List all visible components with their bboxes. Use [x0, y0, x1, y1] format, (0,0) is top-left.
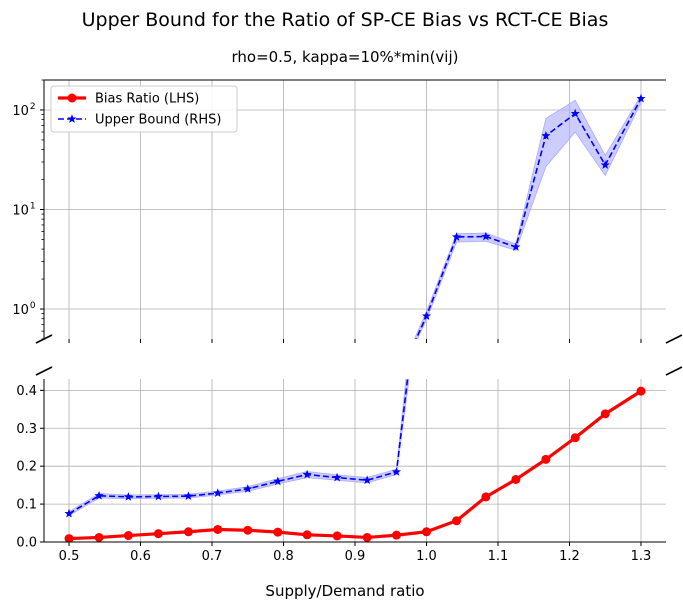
data-point	[302, 469, 312, 479]
x-tick-label: 1.2	[559, 549, 580, 564]
data-point	[452, 516, 462, 526]
break-mark	[35, 366, 53, 376]
y-tick-exponent: 2	[30, 102, 36, 112]
data-point	[362, 475, 372, 485]
data-point	[541, 131, 551, 140]
y-tick-label: 0.3	[16, 422, 37, 437]
y-tick-label: 102	[12, 102, 35, 119]
y-tick-label: 100	[12, 301, 36, 318]
data-point	[332, 531, 342, 541]
data-point	[94, 490, 104, 500]
x-tick-label: 0.9	[345, 549, 366, 564]
series-line-1	[415, 98, 642, 339]
data-point	[64, 508, 74, 518]
data-point	[153, 491, 163, 501]
data-point	[213, 488, 223, 497]
data-point	[600, 409, 610, 419]
y-tick-label: 0.0	[16, 536, 37, 551]
data-point	[184, 396, 193, 405]
confidence-band	[68, 379, 410, 517]
data-point	[94, 395, 103, 404]
y-tick-label: 0.4	[16, 384, 37, 399]
chart-subtitle: rho=0.5, kappa=10%*min(vij)	[231, 48, 458, 66]
data-point	[213, 393, 222, 402]
x-tick-label: 0.6	[130, 549, 151, 564]
data-point	[153, 529, 163, 539]
data-point	[421, 311, 432, 320]
data-point	[570, 108, 580, 118]
bottom-plot-area	[64, 379, 646, 542]
data-point	[123, 531, 133, 541]
chart-title: Upper Bound for the Ratio of SP-CE Bias …	[82, 9, 609, 31]
break-mark	[35, 334, 53, 344]
series-line-1	[68, 379, 409, 515]
legend-box	[50, 85, 238, 133]
data-point	[362, 532, 372, 542]
data-point	[243, 484, 253, 493]
y-tick-label: 101	[12, 202, 35, 219]
data-point	[302, 530, 312, 540]
data-point	[273, 476, 283, 486]
x-tick-label: 1.1	[488, 549, 509, 564]
data-point	[481, 231, 491, 241]
x-tick-label: 1.3	[631, 549, 652, 564]
x-tick-label: 1.0	[416, 549, 437, 564]
top-plot-area	[94, 93, 646, 405]
data-point	[243, 525, 253, 535]
data-point	[541, 454, 551, 464]
data-point	[511, 474, 521, 484]
data-point	[183, 491, 193, 501]
series-line-0	[68, 389, 642, 541]
data-point	[64, 534, 74, 542]
data-point	[451, 232, 462, 241]
y-tick-exponent: 0	[30, 301, 36, 311]
data-point	[421, 527, 431, 537]
data-point	[391, 467, 402, 476]
confidence-band	[414, 93, 642, 339]
x-tick-label: 0.7	[202, 549, 223, 564]
data-point	[213, 524, 223, 534]
data-point	[391, 530, 401, 540]
data-point	[183, 527, 193, 537]
data-point	[636, 93, 646, 103]
data-point	[124, 396, 133, 405]
legend: Bias Ratio (LHS) Upper Bound (RHS)	[50, 85, 238, 133]
data-point	[481, 492, 491, 502]
data-point	[273, 383, 282, 392]
data-point	[94, 532, 104, 542]
break-mark	[665, 334, 683, 344]
data-point	[636, 386, 646, 396]
axis-break-marks	[35, 334, 683, 376]
y-tick-label: 0.2	[16, 460, 37, 475]
y-tick-exponent: 1	[30, 202, 36, 212]
x-tick-label: 0.8	[273, 549, 294, 564]
data-point	[511, 242, 521, 251]
data-point	[392, 377, 401, 386]
data-point	[123, 492, 133, 501]
legend-label: Bias Ratio (LHS)	[95, 92, 199, 107]
x-axis-label: Supply/Demand ratio	[265, 582, 424, 600]
data-point	[333, 381, 342, 390]
data-point	[303, 379, 312, 388]
x-tick-label: 0.5	[59, 549, 80, 564]
legend-marker	[67, 114, 77, 123]
data-point	[600, 160, 610, 169]
legend-marker	[67, 93, 77, 103]
data-point	[273, 527, 283, 537]
bottom-panel: 0.5 0.6 0.7 0.8 0.9 1.0 1.1 1.2 1.3 0.0 0.1 0.2 0.3 0…	[16, 379, 666, 564]
data-point	[332, 472, 342, 482]
data-point	[154, 396, 163, 405]
legend-label: Upper Bound (RHS)	[95, 113, 221, 128]
break-mark	[665, 366, 683, 376]
y-tick-label: 0.1	[16, 498, 37, 513]
data-point	[570, 433, 580, 443]
